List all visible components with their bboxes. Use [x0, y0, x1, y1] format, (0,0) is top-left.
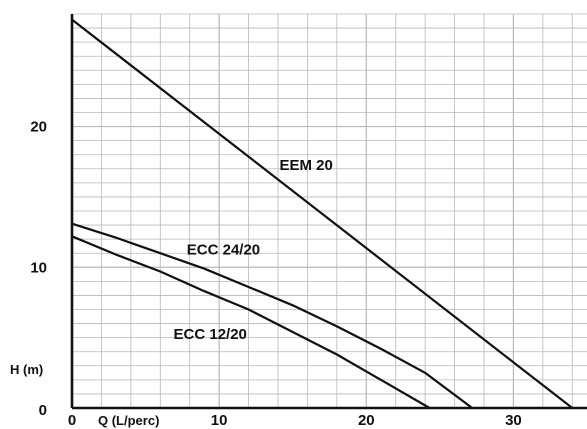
- series-label-ecc-12-20: ECC 12/20: [174, 326, 247, 343]
- axis-layer: [70, 14, 587, 410]
- series-label-eem-20: EEM 20: [279, 157, 332, 174]
- series-line-ecc-24-20: [70, 222, 474, 410]
- series-line-ecc-12-20: [70, 235, 431, 410]
- y-axis-label: H (m): [10, 362, 43, 377]
- x-tick-label: 10: [211, 412, 228, 429]
- y-tick-label: 20: [30, 119, 47, 136]
- text-layer: 0 10 20 30 0 10 20 Q (L/perc) H (m) EEM 20 ECC 24/…: [10, 119, 522, 429]
- y-tick-label: 10: [30, 259, 47, 276]
- series-layer: [70, 18, 574, 410]
- series-label-ecc-24-20: ECC 24/20: [187, 242, 260, 259]
- series-line-eem-20: [70, 18, 574, 410]
- x-axis-label: Q (L/perc): [98, 413, 159, 428]
- y-tick-label: 0: [39, 402, 47, 419]
- x-tick-label: 30: [505, 412, 522, 429]
- grid-layer: [71, 13, 587, 409]
- x-tick-label: 20: [358, 412, 375, 429]
- x-tick-label: 0: [68, 412, 76, 429]
